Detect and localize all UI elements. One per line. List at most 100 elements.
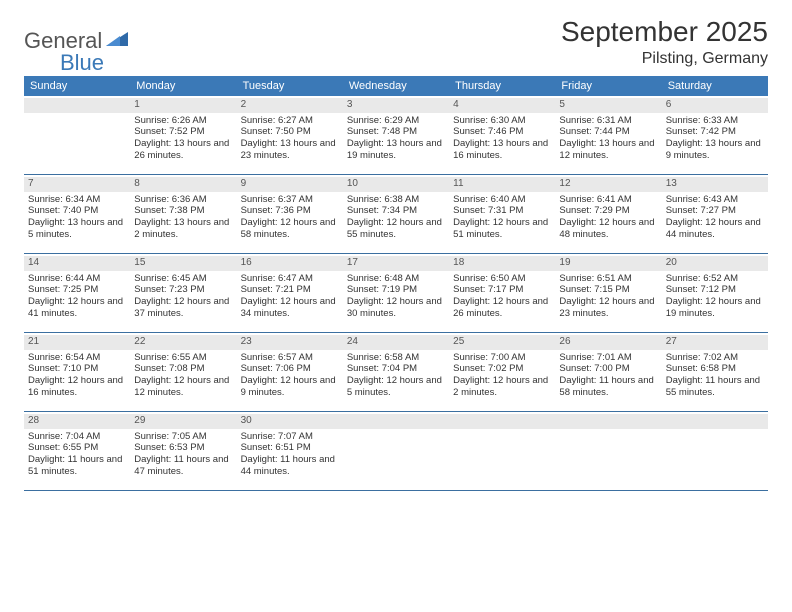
day-cell: 23Sunrise: 6:57 AMSunset: 7:06 PMDayligh… bbox=[237, 333, 343, 411]
day-number: 17 bbox=[343, 256, 449, 271]
weekday-header: Thursday bbox=[449, 76, 555, 96]
sunset-text: Sunset: 7:21 PM bbox=[241, 284, 339, 296]
daylight-text: Daylight: 11 hours and 47 minutes. bbox=[134, 454, 232, 478]
sunset-text: Sunset: 7:29 PM bbox=[559, 205, 657, 217]
day-cell: 29Sunrise: 7:05 AMSunset: 6:53 PMDayligh… bbox=[130, 412, 236, 490]
day-cell: 25Sunrise: 7:00 AMSunset: 7:02 PMDayligh… bbox=[449, 333, 555, 411]
day-number: 5 bbox=[555, 98, 661, 113]
sunset-text: Sunset: 7:52 PM bbox=[134, 126, 232, 138]
weeks-container: 1Sunrise: 6:26 AMSunset: 7:52 PMDaylight… bbox=[24, 96, 768, 491]
sunrise-text: Sunrise: 6:44 AM bbox=[28, 273, 126, 285]
day-number: 29 bbox=[130, 414, 236, 429]
day-cell: 11Sunrise: 6:40 AMSunset: 7:31 PMDayligh… bbox=[449, 175, 555, 253]
day-number bbox=[24, 98, 130, 113]
day-number: 24 bbox=[343, 335, 449, 350]
day-number: 11 bbox=[449, 177, 555, 192]
day-cell: 5Sunrise: 6:31 AMSunset: 7:44 PMDaylight… bbox=[555, 96, 661, 174]
daylight-text: Daylight: 12 hours and 23 minutes. bbox=[559, 296, 657, 320]
day-number: 25 bbox=[449, 335, 555, 350]
sunrise-text: Sunrise: 6:30 AM bbox=[453, 115, 551, 127]
location-label: Pilsting, Germany bbox=[561, 50, 768, 68]
day-number: 21 bbox=[24, 335, 130, 350]
week-row: 7Sunrise: 6:34 AMSunset: 7:40 PMDaylight… bbox=[24, 175, 768, 254]
sunset-text: Sunset: 7:27 PM bbox=[666, 205, 764, 217]
day-number: 26 bbox=[555, 335, 661, 350]
sunset-text: Sunset: 7:19 PM bbox=[347, 284, 445, 296]
daylight-text: Daylight: 12 hours and 37 minutes. bbox=[134, 296, 232, 320]
daylight-text: Daylight: 12 hours and 34 minutes. bbox=[241, 296, 339, 320]
sunrise-text: Sunrise: 6:31 AM bbox=[559, 115, 657, 127]
day-cell: 15Sunrise: 6:45 AMSunset: 7:23 PMDayligh… bbox=[130, 254, 236, 332]
week-row: 21Sunrise: 6:54 AMSunset: 7:10 PMDayligh… bbox=[24, 333, 768, 412]
day-cell: 21Sunrise: 6:54 AMSunset: 7:10 PMDayligh… bbox=[24, 333, 130, 411]
sunrise-text: Sunrise: 6:26 AM bbox=[134, 115, 232, 127]
day-number: 13 bbox=[662, 177, 768, 192]
weekday-header: Saturday bbox=[662, 76, 768, 96]
day-number: 18 bbox=[449, 256, 555, 271]
day-cell: 16Sunrise: 6:47 AMSunset: 7:21 PMDayligh… bbox=[237, 254, 343, 332]
day-number: 22 bbox=[130, 335, 236, 350]
day-cell: 9Sunrise: 6:37 AMSunset: 7:36 PMDaylight… bbox=[237, 175, 343, 253]
day-cell bbox=[662, 412, 768, 490]
daylight-text: Daylight: 12 hours and 12 minutes. bbox=[134, 375, 232, 399]
sunrise-text: Sunrise: 6:37 AM bbox=[241, 194, 339, 206]
daylight-text: Daylight: 11 hours and 55 minutes. bbox=[666, 375, 764, 399]
sunset-text: Sunset: 7:50 PM bbox=[241, 126, 339, 138]
day-number: 6 bbox=[662, 98, 768, 113]
day-cell: 4Sunrise: 6:30 AMSunset: 7:46 PMDaylight… bbox=[449, 96, 555, 174]
daylight-text: Daylight: 12 hours and 16 minutes. bbox=[28, 375, 126, 399]
day-cell: 17 Sunrise: 6:48 AMSunset: 7:19 PMDayligh… bbox=[343, 254, 449, 332]
sunrise-text: Sunrise: 6:41 AM bbox=[559, 194, 657, 206]
day-cell bbox=[555, 412, 661, 490]
sunrise-text: Sunrise: 7:07 AM bbox=[241, 431, 339, 443]
day-number: 9 bbox=[237, 177, 343, 192]
sunrise-text: Sunrise: 6:40 AM bbox=[453, 194, 551, 206]
daylight-text: Daylight: 12 hours and 48 minutes. bbox=[559, 217, 657, 241]
sunrise-text: Sunrise: 6:52 AM bbox=[666, 273, 764, 285]
day-cell: 2Sunrise: 6:27 AMSunset: 7:50 PMDaylight… bbox=[237, 96, 343, 174]
sunset-text: Sunset: 6:55 PM bbox=[28, 442, 126, 454]
sunset-text: Sunset: 7:15 PM bbox=[559, 284, 657, 296]
sunset-text: Sunset: 7:44 PM bbox=[559, 126, 657, 138]
sunset-text: Sunset: 7:06 PM bbox=[241, 363, 339, 375]
day-cell: 30Sunrise: 7:07 AMSunset: 6:51 PMDayligh… bbox=[237, 412, 343, 490]
sunrise-text: Sunrise: 7:02 AM bbox=[666, 352, 764, 364]
sunset-text: Sunset: 7:25 PM bbox=[28, 284, 126, 296]
day-number: 2 bbox=[237, 98, 343, 113]
day-cell: 24Sunrise: 6:58 AMSunset: 7:04 PMDayligh… bbox=[343, 333, 449, 411]
calendar-grid: Sunday Monday Tuesday Wednesday Thursday… bbox=[24, 76, 768, 491]
day-number bbox=[662, 414, 768, 429]
sunrise-text: Sunrise: 7:04 AM bbox=[28, 431, 126, 443]
sunrise-text: Sunrise: 6:48 AM bbox=[347, 273, 445, 285]
daylight-text: Daylight: 12 hours and 30 minutes. bbox=[347, 296, 445, 320]
day-cell: 10Sunrise: 6:38 AMSunset: 7:34 PMDayligh… bbox=[343, 175, 449, 253]
day-number: 27 bbox=[662, 335, 768, 350]
weekday-header: Monday bbox=[130, 76, 236, 96]
sunset-text: Sunset: 7:23 PM bbox=[134, 284, 232, 296]
day-number: 3 bbox=[343, 98, 449, 113]
day-cell: 18Sunrise: 6:50 AMSunset: 7:17 PMDayligh… bbox=[449, 254, 555, 332]
day-cell: 28Sunrise: 7:04 AMSunset: 6:55 PMDayligh… bbox=[24, 412, 130, 490]
day-cell: 14Sunrise: 6:44 AMSunset: 7:25 PMDayligh… bbox=[24, 254, 130, 332]
day-number bbox=[449, 414, 555, 429]
sunset-text: Sunset: 7:00 PM bbox=[559, 363, 657, 375]
sunset-text: Sunset: 6:53 PM bbox=[134, 442, 232, 454]
sunrise-text: Sunrise: 7:00 AM bbox=[453, 352, 551, 364]
sunrise-text: Sunrise: 6:36 AM bbox=[134, 194, 232, 206]
day-number: 28 bbox=[24, 414, 130, 429]
sunrise-text: Sunrise: 6:47 AM bbox=[241, 273, 339, 285]
week-row: 28 Sunrise: 7:04 AMSunset: 6:55 PM Dayligh… bbox=[24, 412, 768, 491]
daylight-text: Daylight: 13 hours and 23 minutes. bbox=[241, 138, 339, 162]
sunrise-text: Sunrise: 6:55 AM bbox=[134, 352, 232, 364]
daylight-text: Daylight: 12 hours and 55 minutes. bbox=[347, 217, 445, 241]
day-cell: 3Sunrise: 6:29 AMSunset: 7:48 PMDaylight… bbox=[343, 96, 449, 174]
day-cell: 22Sunrise: 6:55 AMSunset: 7:08 PMDayligh… bbox=[130, 333, 236, 411]
sunset-text: Sunset: 7:10 PM bbox=[28, 363, 126, 375]
sunset-text: Sunset: 7:34 PM bbox=[347, 205, 445, 217]
daylight-text: Daylight: 11 hours and 58 minutes. bbox=[559, 375, 657, 399]
day-cell bbox=[343, 412, 449, 490]
day-number: 20 bbox=[662, 256, 768, 271]
weekday-header: Wednesday bbox=[343, 76, 449, 96]
sunrise-text: Sunrise: 6:57 AM bbox=[241, 352, 339, 364]
daylight-text: Daylight: 13 hours and 26 minutes. bbox=[134, 138, 232, 162]
